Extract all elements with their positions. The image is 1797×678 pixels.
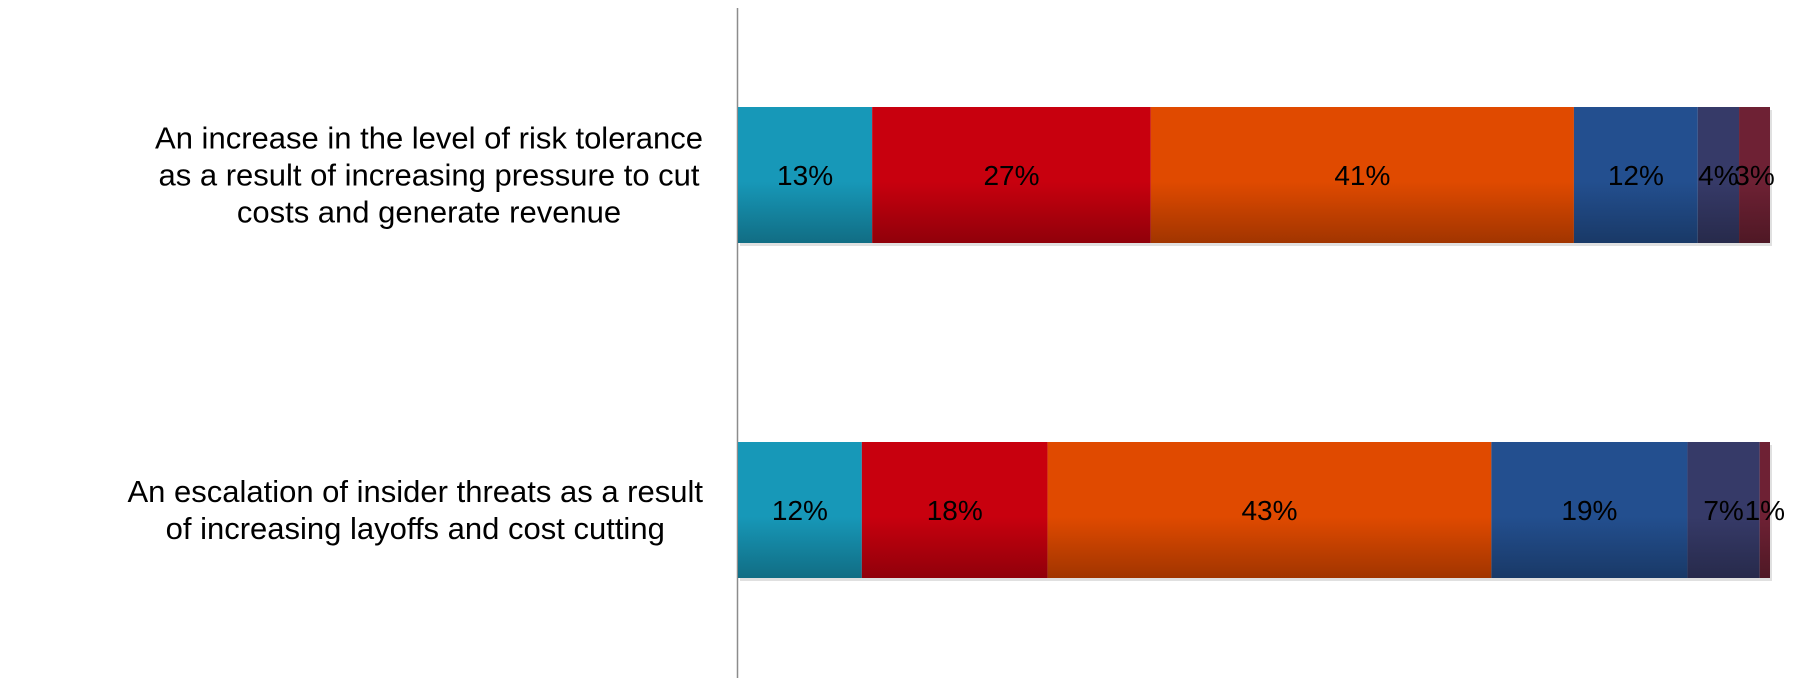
data-label: 7% <box>1703 495 1743 526</box>
data-label: 18% <box>927 495 983 526</box>
bar-segment <box>738 442 862 578</box>
bar-segment <box>1150 107 1574 243</box>
bar-segment <box>738 107 873 243</box>
labels-layer: 13% 27% 41% 12% 4%3% An increase in the level… <box>127 120 1785 546</box>
bar-segment <box>1047 442 1492 578</box>
bar-segment <box>1491 442 1688 578</box>
data-label: 13% <box>777 160 833 191</box>
category-label-line: An increase in the level of risk toleran… <box>155 120 703 155</box>
category-label: An escalation of insider threats as a re… <box>127 474 703 546</box>
bar-segment <box>1759 442 1770 578</box>
data-label: 43% <box>1241 495 1297 526</box>
category-label-line: An escalation of insider threats as a re… <box>127 474 703 509</box>
bar-segment <box>1573 107 1698 243</box>
data-label: 19% <box>1561 495 1617 526</box>
data-label: 1% <box>1745 495 1785 526</box>
data-label: 12% <box>772 495 828 526</box>
category-label-line: costs and generate revenue <box>237 194 621 229</box>
bar-row-2 <box>738 442 1772 581</box>
data-label: 3% <box>1734 160 1774 191</box>
bar-segment <box>1687 442 1760 578</box>
data-label: 12% <box>1608 160 1664 191</box>
data-label: 27% <box>983 160 1039 191</box>
category-label-line: of increasing layoffs and cost cutting <box>166 511 665 546</box>
bar-segment <box>861 442 1048 578</box>
category-label-line: as a result of increasing pressure to cu… <box>158 157 699 192</box>
bar-segment <box>872 107 1151 243</box>
data-label: 4% <box>1698 160 1738 191</box>
bar-segment <box>1739 107 1770 243</box>
bar-segment <box>1697 107 1740 243</box>
bars-layer <box>738 107 1772 581</box>
category-label: An increase in the level of risk toleran… <box>155 120 703 229</box>
bar-row-1 <box>738 107 1772 246</box>
data-label: 41% <box>1334 160 1390 191</box>
